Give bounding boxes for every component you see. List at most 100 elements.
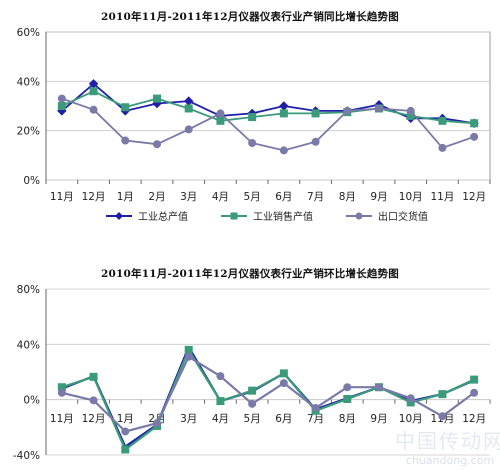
x-tick-label: 11月	[50, 191, 74, 203]
x-tick-label: 3月	[180, 413, 197, 425]
series-line-1	[61, 348, 475, 451]
bottom-chart-panel: 2010年11月-2011年12月仪器仪表行业产销环比增长趋势图 -40% 0% 4…	[0, 262, 500, 470]
data-point-1-1	[89, 87, 98, 96]
legend-marker-1	[230, 212, 238, 220]
top-line-chart: 0% 20% 40% 60% 11月 12月 1月 2月 3月 4月 5月 6月 7月 8月 9月 10月 11…	[17, 27, 491, 223]
data-point-2-2	[121, 136, 130, 145]
x-tick-label: 12月	[82, 413, 106, 425]
x-tick-label: 8月	[339, 413, 356, 425]
x-tick-label: 10月	[399, 413, 423, 425]
y-tick-label: -40%	[13, 450, 40, 462]
data-point-1-2	[121, 103, 130, 112]
data-point-1-3	[153, 94, 161, 103]
data-point-2-7	[279, 379, 288, 388]
x-tick-label: 7月	[307, 413, 324, 425]
data-point-2-3	[153, 140, 161, 149]
x-tick-label: 4月	[212, 191, 229, 203]
x-tick-label: 6月	[275, 413, 292, 425]
data-point-2-8	[311, 403, 320, 412]
watermark-logo: 中国传动网 chuandong.com	[395, 425, 500, 467]
data-point-1-9	[343, 394, 352, 403]
x-tick-label: 9月	[370, 413, 387, 425]
top-chart-panel: 2010年11月-2011年12月仪器仪表行业产销同比增长趋势图 0% 20% 40…	[17, 11, 491, 223]
top-chart-title: 2010年11月-2011年12月仪器仪表行业产销同比增长趋势图	[101, 11, 399, 23]
data-point-2-10	[375, 104, 383, 113]
data-point-2-8	[311, 137, 320, 146]
data-point-2-12	[438, 143, 447, 152]
x-tick-label: 1月	[117, 191, 134, 203]
watermark-main: 中国传动网	[395, 429, 500, 453]
series-line-2	[61, 97, 475, 152]
series-line-0	[61, 82, 475, 125]
data-point-2-0	[57, 388, 66, 397]
data-point-1-8	[311, 109, 320, 118]
y-tick-label: 40%	[17, 339, 40, 351]
x-tick-label: 7月	[307, 191, 324, 203]
x-tick-label: 6月	[275, 191, 292, 203]
data-point-2-13	[470, 132, 479, 141]
series-line-2	[61, 355, 475, 433]
bottom-chart-title: 2010年11月-2011年12月仪器仪表行业产销环比增长趋势图	[101, 268, 399, 280]
data-point-2-5	[216, 372, 225, 381]
x-tick-label: 10月	[399, 191, 423, 203]
y-tick-label: 40%	[17, 76, 40, 88]
data-point-1-13	[470, 375, 479, 384]
data-point-2-11	[406, 394, 415, 403]
data-point-2-2	[121, 427, 130, 436]
y-tick-label: 20%	[17, 126, 40, 138]
data-point-1-6	[248, 113, 257, 122]
data-point-1-4	[184, 104, 193, 113]
x-tick-label: 4月	[212, 413, 229, 425]
data-point-2-1	[89, 396, 98, 405]
x-tick-label: 12月	[82, 191, 106, 203]
legend-marker-0	[115, 212, 123, 220]
data-point-1-12	[438, 390, 447, 399]
data-point-2-6	[248, 139, 257, 147]
data-point-2-4	[184, 352, 193, 361]
watermark-sub: chuandong.com	[405, 454, 495, 467]
x-tick-label: 12月	[462, 413, 486, 425]
data-point-1-7	[279, 369, 288, 378]
y-tick-label: 0%	[23, 175, 40, 187]
data-point-2-10	[375, 383, 383, 392]
data-point-1-13	[470, 119, 479, 128]
x-tick-label: 9月	[370, 191, 387, 203]
x-tick-label: 5月	[244, 413, 261, 425]
series-line-1	[61, 90, 475, 125]
data-point-2-9	[343, 383, 352, 392]
y-tick-label: 60%	[17, 27, 40, 39]
x-tick-label: 3月	[180, 191, 197, 203]
data-point-1-1	[89, 372, 98, 381]
data-point-0-7	[279, 101, 289, 111]
data-point-1-4	[184, 345, 193, 354]
data-point-1-5	[216, 116, 225, 125]
data-point-2-1	[89, 105, 98, 114]
data-point-2-0	[57, 94, 66, 103]
data-point-1-6	[248, 386, 257, 395]
legend-label-0: 工业总产值	[138, 210, 188, 223]
data-point-2-11	[406, 106, 415, 115]
legend-label-1: 工业销售产值	[253, 210, 313, 223]
x-tick-label: 12月	[462, 191, 486, 203]
data-point-1-7	[279, 109, 288, 118]
y-tick-label: 0%	[23, 395, 40, 407]
data-point-1-0	[57, 102, 66, 110]
plot-border	[45, 31, 491, 181]
legend-marker-2	[355, 212, 363, 220]
data-point-2-3	[153, 419, 161, 428]
data-point-0-4	[184, 96, 194, 106]
x-tick-label: 11月	[430, 191, 454, 203]
data-point-1-5	[216, 397, 225, 406]
x-tick-label: 1月	[117, 413, 134, 425]
x-tick-label: 5月	[244, 191, 261, 203]
data-point-2-12	[438, 412, 447, 421]
x-tick-label: 2月	[148, 191, 165, 203]
y-tick-label: 80%	[17, 284, 40, 296]
bottom-line-chart: -40%0%40%80%11月 12月 1月 2月 3月 4月 5月 6月 7月 8月 9月 10月 1…	[13, 284, 491, 462]
x-tick-label: 11月	[50, 413, 74, 425]
data-point-2-6	[248, 399, 257, 408]
data-point-2-4	[184, 125, 193, 134]
data-point-1-2	[121, 445, 130, 454]
data-point-2-9	[343, 106, 352, 115]
x-tick-label: 8月	[339, 191, 356, 203]
